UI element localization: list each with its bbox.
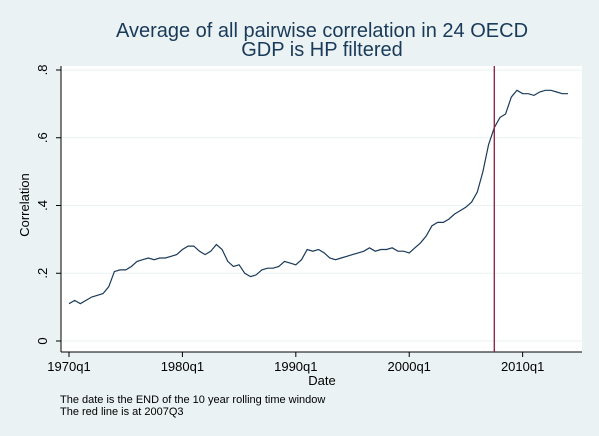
y-axis-ticks: 0 .2 .4 .6 .8	[35, 65, 61, 345]
x-axis-ticks: 1970q1 1980q1 1990q1 2000q1 2010q1	[47, 352, 544, 374]
chart-subtitle: GDP is HP filtered	[241, 39, 403, 61]
y-tick-label: 0	[35, 337, 50, 344]
x-tick-label: 1980q1	[161, 359, 204, 374]
note-rolling-window: The date is the END of the 10 year rolli…	[60, 394, 325, 406]
note-red-line: The red line is at 2007Q3	[60, 406, 184, 418]
x-tick-label: 1970q1	[47, 359, 90, 374]
gridlines	[61, 69, 582, 342]
y-tick-label: .8	[35, 65, 50, 76]
x-tick-label: 2010q1	[501, 359, 544, 374]
x-axis-label: Date	[308, 373, 335, 388]
x-tick-label: 1990q1	[274, 359, 317, 374]
plot-area	[61, 66, 582, 352]
y-tick-label: .2	[35, 268, 50, 279]
x-tick-label: 2000q1	[388, 359, 431, 374]
y-tick-label: .4	[35, 200, 50, 211]
y-tick-label: .6	[35, 132, 50, 143]
series-line	[68, 89, 568, 305]
chart-title: Average of all pairwise correlation in 2…	[116, 20, 528, 42]
y-axis-label: Correlation	[17, 173, 32, 237]
